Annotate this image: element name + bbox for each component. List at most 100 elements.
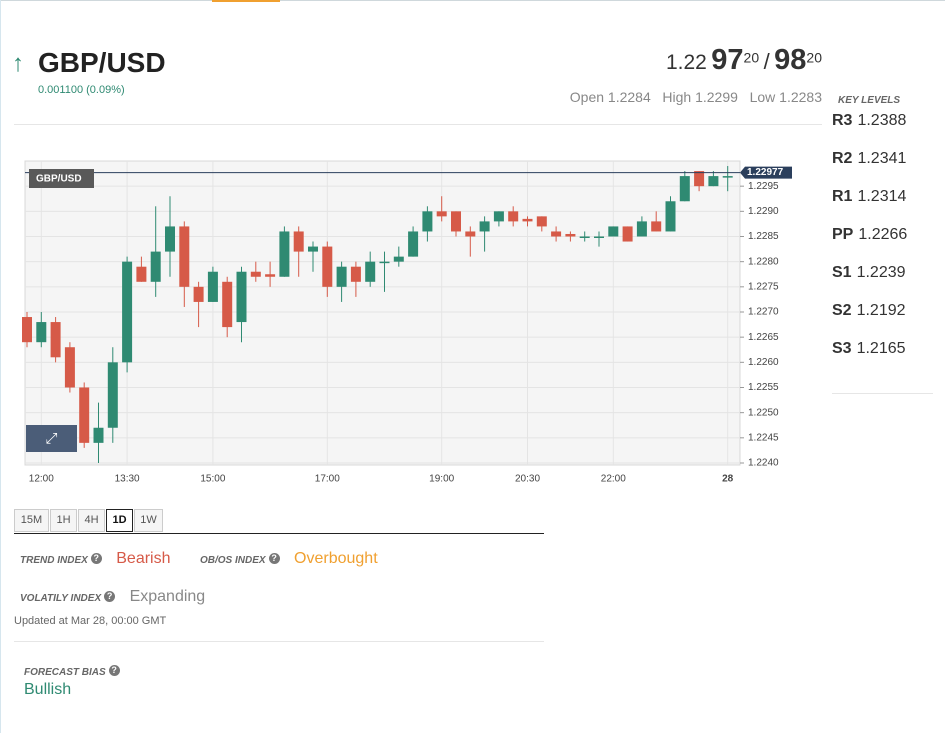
last-price-tag-bg — [740, 166, 792, 179]
candle-body — [708, 176, 719, 187]
y-tick-label: 1.2265 — [748, 332, 779, 343]
key-levels-title: KEY LEVELS — [838, 95, 901, 106]
level-value: 1.2314 — [857, 188, 907, 205]
y-tick-label: 1.2280 — [748, 256, 779, 267]
ask-pips: 98 — [774, 44, 807, 76]
candle-body — [694, 171, 705, 187]
x-tick-label: 15:00 — [200, 474, 225, 485]
key-level: S1 1.2239 — [832, 264, 906, 282]
ask-fraction: 20 — [806, 49, 822, 66]
volatility-value: Expanding — [129, 588, 206, 605]
candle-body — [236, 271, 247, 323]
level-value: 1.2341 — [857, 150, 907, 167]
obos-index: OB/OS INDEX? Overbought — [200, 550, 378, 567]
candle-body — [451, 211, 461, 232]
change: 0.001100 (0.09%) — [38, 84, 125, 96]
candle-body — [636, 221, 647, 237]
level-name: S3 — [832, 340, 852, 357]
key-level: R2 1.2341 — [832, 150, 906, 168]
candle-body — [22, 317, 32, 343]
level-name: R1 — [832, 188, 853, 205]
y-tick-label: 1.2245 — [748, 432, 779, 443]
candle-body — [222, 281, 233, 328]
candle-body — [565, 233, 576, 237]
y-tick-label: 1.2255 — [748, 382, 779, 393]
candle-body — [79, 387, 90, 443]
candle-body — [522, 218, 533, 222]
chart-title-bg — [29, 169, 94, 188]
separator: / — [763, 49, 770, 74]
candle-body — [365, 261, 376, 282]
candle-body — [493, 211, 504, 222]
timeframe-button[interactable]: 15M — [14, 509, 49, 532]
level-value: 1.2388 — [857, 112, 907, 129]
x-tick-label: 13:30 — [115, 474, 140, 485]
level-name: S2 — [832, 302, 852, 319]
timeframe-button[interactable]: 1H — [50, 509, 77, 532]
expand-button[interactable]: ⤢ — [26, 425, 77, 452]
candle-body — [93, 427, 104, 443]
candle-body — [136, 266, 147, 282]
x-tick-label: 19:00 — [429, 474, 454, 485]
timeframe-button[interactable]: 1W — [134, 509, 163, 532]
candle-body — [193, 286, 204, 302]
x-tick-label: 28 — [722, 474, 734, 485]
volatility-label: VOLATILY INDEX — [20, 593, 102, 604]
candle-body — [465, 231, 476, 237]
candle-body — [165, 226, 175, 252]
candle-body — [350, 266, 361, 282]
key-level: R3 1.2388 — [832, 112, 906, 130]
timeframe-button[interactable]: 1D — [106, 509, 133, 532]
high: High 1.2299 — [662, 89, 738, 105]
key-level: R1 1.2314 — [832, 188, 906, 206]
left-border — [0, 0, 1, 733]
open: Open 1.2284 — [569, 89, 651, 105]
candle-body — [393, 256, 404, 262]
level-name: R3 — [832, 112, 853, 129]
y-tick-label: 1.2250 — [748, 407, 779, 418]
candle-body — [64, 347, 75, 388]
candle-body — [379, 261, 390, 264]
candle-body — [107, 362, 118, 428]
y-tick-label: 1.2240 — [748, 458, 779, 469]
candle-body — [608, 226, 619, 237]
y-tick-label: 1.2285 — [748, 231, 779, 242]
candle-body — [679, 176, 690, 202]
level-value: 1.2239 — [856, 264, 906, 281]
candle-body — [536, 216, 547, 227]
candle-body — [293, 231, 304, 252]
candle-body — [651, 221, 662, 232]
level-name: S1 — [832, 264, 852, 281]
low: Low 1.2283 — [749, 89, 822, 105]
chart-title: GBP/USD — [36, 174, 82, 185]
quote: 1.22 9720 / 9820 — [666, 44, 822, 77]
timeframe-button[interactable]: 4H — [78, 509, 105, 532]
y-tick-label: 1.2275 — [748, 281, 779, 292]
candle-body — [622, 226, 633, 242]
divider — [14, 124, 822, 125]
bid-pips: 97 — [711, 44, 744, 76]
y-tick-label: 1.2270 — [748, 307, 779, 318]
candle-body — [722, 176, 733, 178]
candle-body — [36, 322, 47, 343]
candle-body — [207, 271, 218, 302]
candle-body — [122, 261, 133, 363]
candle-body — [250, 271, 261, 277]
obos-label: OB/OS INDEX — [200, 555, 266, 566]
trend-value: Bearish — [116, 550, 171, 567]
candle-body — [308, 246, 318, 252]
candle-body — [265, 274, 276, 277]
key-level: PP 1.2266 — [832, 226, 907, 244]
bid-big: 1.22 — [665, 51, 707, 74]
x-tick-label: 17:00 — [315, 474, 340, 485]
x-tick-label: 22:00 — [601, 474, 626, 485]
up-arrow: ↑ — [12, 50, 24, 77]
candle-body — [279, 231, 290, 277]
candle-body — [322, 246, 333, 287]
candle-body — [551, 231, 562, 237]
candle-body — [179, 226, 190, 287]
level-value: 1.2192 — [856, 302, 906, 319]
candle-body — [422, 211, 433, 232]
symbol: GBP/USD — [38, 47, 166, 78]
